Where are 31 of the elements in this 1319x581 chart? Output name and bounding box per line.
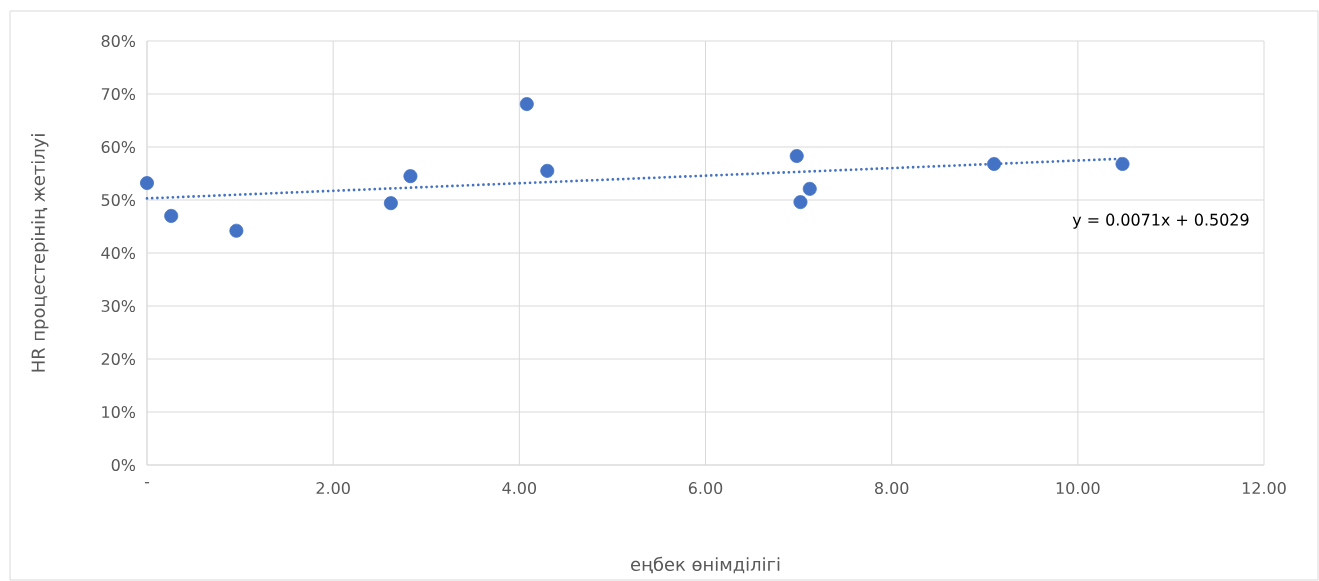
point — [229, 223, 244, 238]
x-tick-label: 4.00 — [502, 482, 537, 495]
y-tick-label: 10% — [102, 405, 136, 419]
x-tick-label: 6.00 — [688, 482, 723, 495]
y-tick-label: 80% — [101, 34, 136, 48]
y-tick-label: 30% — [101, 299, 136, 313]
point — [140, 176, 154, 191]
x-axis-title: еңбек өнімділігі — [631, 556, 780, 574]
y-tick-label: 70% — [101, 87, 136, 101]
point — [383, 196, 398, 211]
x-tick-label: 2.00 — [316, 482, 350, 495]
y-tick-label: 0% — [111, 458, 136, 472]
point — [1115, 156, 1130, 171]
point — [793, 195, 808, 210]
y-tick-label: 50% — [101, 193, 136, 207]
point — [540, 163, 555, 178]
y-tick-label: 20% — [101, 352, 136, 366]
point — [789, 149, 804, 163]
x-tick-label: - — [144, 482, 150, 484]
y-tick-label: 60% — [101, 140, 136, 154]
point — [403, 169, 418, 184]
point — [987, 156, 1002, 171]
point — [802, 181, 817, 196]
point — [164, 208, 179, 223]
x-tick-label: 10.00 — [1056, 482, 1100, 495]
y-tick-label: 40% — [101, 246, 136, 260]
annotation: y = 0.0071x + 0.5029 — [1072, 213, 1249, 229]
x-tick-label: 8.00 — [875, 482, 909, 495]
point — [519, 97, 534, 112]
y-axis-title: HR процестерінің жетілуі — [31, 134, 49, 372]
x-tick-label: 12.00 — [1242, 482, 1286, 495]
